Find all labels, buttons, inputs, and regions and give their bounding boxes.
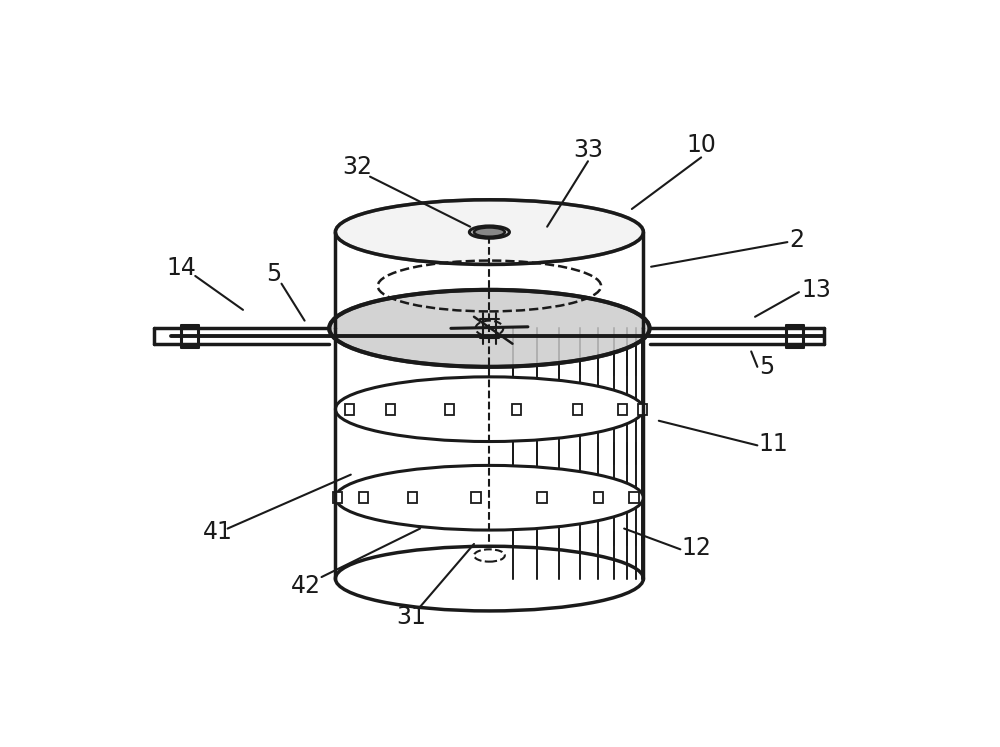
Ellipse shape (335, 199, 643, 264)
Bar (471, 492, 481, 503)
Text: 33: 33 (573, 137, 603, 161)
Text: 5: 5 (266, 262, 281, 286)
Bar (445, 404, 454, 415)
Bar (594, 492, 603, 503)
Text: 10: 10 (686, 133, 716, 157)
Bar (629, 492, 639, 503)
Bar (618, 404, 627, 415)
Text: 14: 14 (166, 256, 196, 280)
Text: 31: 31 (396, 605, 426, 629)
Text: 5: 5 (759, 355, 774, 379)
Text: 42: 42 (291, 574, 321, 598)
Ellipse shape (335, 465, 643, 530)
Ellipse shape (335, 376, 643, 441)
Bar (408, 492, 417, 503)
Bar (386, 404, 395, 415)
Bar (537, 492, 547, 503)
Bar (512, 404, 521, 415)
Text: 11: 11 (759, 432, 789, 456)
Text: 2: 2 (790, 228, 805, 252)
Bar (638, 404, 647, 415)
Ellipse shape (329, 290, 650, 367)
Text: 13: 13 (801, 278, 831, 302)
Text: 41: 41 (203, 521, 233, 545)
Bar (333, 492, 342, 503)
Bar (345, 404, 354, 415)
Ellipse shape (469, 226, 509, 238)
Ellipse shape (474, 228, 505, 237)
Text: 12: 12 (682, 536, 712, 560)
Ellipse shape (335, 546, 643, 611)
Text: 32: 32 (342, 155, 372, 179)
Bar (359, 492, 368, 503)
Bar (573, 404, 582, 415)
